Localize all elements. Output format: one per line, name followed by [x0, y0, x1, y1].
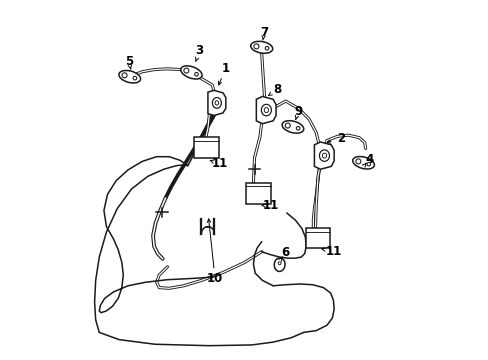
Text: 5: 5	[124, 55, 133, 68]
Polygon shape	[314, 142, 333, 169]
Text: 10: 10	[206, 272, 223, 285]
Ellipse shape	[250, 41, 272, 53]
Text: 2: 2	[337, 132, 345, 145]
Ellipse shape	[352, 157, 374, 169]
Bar	[306, 228, 329, 248]
Text: 7: 7	[260, 26, 268, 39]
Text: 3: 3	[195, 44, 203, 57]
Text: 11: 11	[325, 244, 341, 257]
Ellipse shape	[322, 153, 326, 158]
Ellipse shape	[274, 258, 285, 271]
Text: 9: 9	[294, 105, 302, 118]
Ellipse shape	[212, 98, 221, 108]
Ellipse shape	[215, 101, 218, 105]
Ellipse shape	[183, 68, 188, 73]
Ellipse shape	[285, 123, 290, 128]
Text: 4: 4	[365, 153, 373, 166]
Text: 6: 6	[281, 246, 289, 259]
Polygon shape	[207, 90, 225, 116]
Ellipse shape	[261, 104, 271, 116]
Ellipse shape	[319, 150, 329, 161]
Text: 8: 8	[273, 83, 281, 96]
Ellipse shape	[253, 44, 259, 49]
Ellipse shape	[278, 262, 281, 265]
Ellipse shape	[264, 46, 268, 50]
Ellipse shape	[296, 126, 299, 130]
Text: 11: 11	[262, 199, 278, 212]
Ellipse shape	[181, 66, 202, 79]
Ellipse shape	[264, 108, 268, 113]
Text: 1: 1	[222, 62, 229, 75]
Ellipse shape	[355, 159, 360, 164]
Bar	[245, 183, 270, 204]
Bar	[194, 137, 219, 158]
Ellipse shape	[194, 72, 198, 76]
Text: 11: 11	[212, 157, 228, 170]
Polygon shape	[256, 96, 276, 124]
Ellipse shape	[366, 162, 370, 166]
Ellipse shape	[119, 71, 140, 83]
Ellipse shape	[133, 76, 137, 80]
Ellipse shape	[282, 121, 303, 133]
Ellipse shape	[122, 73, 127, 78]
